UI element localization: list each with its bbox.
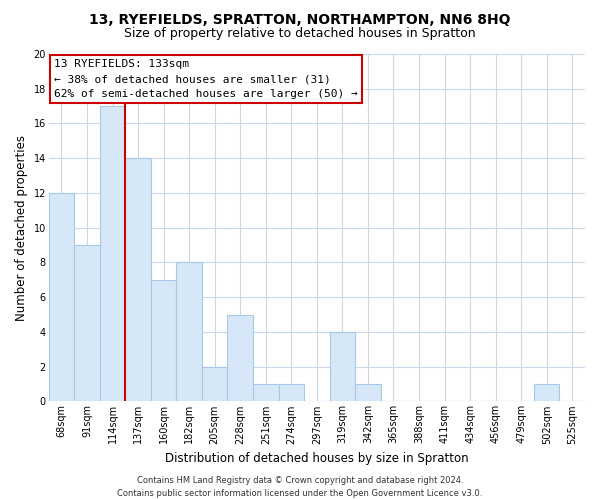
Bar — [49, 193, 74, 402]
Text: 13, RYEFIELDS, SPRATTON, NORTHAMPTON, NN6 8HQ: 13, RYEFIELDS, SPRATTON, NORTHAMPTON, NN… — [89, 12, 511, 26]
Bar — [74, 245, 100, 402]
Text: 13 RYEFIELDS: 133sqm
← 38% of detached houses are smaller (31)
62% of semi-detac: 13 RYEFIELDS: 133sqm ← 38% of detached h… — [54, 59, 358, 99]
Bar — [278, 384, 304, 402]
Bar — [355, 384, 380, 402]
Bar — [329, 332, 355, 402]
Y-axis label: Number of detached properties: Number of detached properties — [15, 134, 28, 320]
X-axis label: Distribution of detached houses by size in Spratton: Distribution of detached houses by size … — [165, 452, 469, 465]
Text: Size of property relative to detached houses in Spratton: Size of property relative to detached ho… — [124, 28, 476, 40]
Bar — [151, 280, 176, 402]
Bar — [227, 314, 253, 402]
Bar — [100, 106, 125, 402]
Bar — [125, 158, 151, 402]
Bar — [534, 384, 559, 402]
Text: Contains HM Land Registry data © Crown copyright and database right 2024.
Contai: Contains HM Land Registry data © Crown c… — [118, 476, 482, 498]
Bar — [176, 262, 202, 402]
Bar — [253, 384, 278, 402]
Bar — [202, 366, 227, 402]
